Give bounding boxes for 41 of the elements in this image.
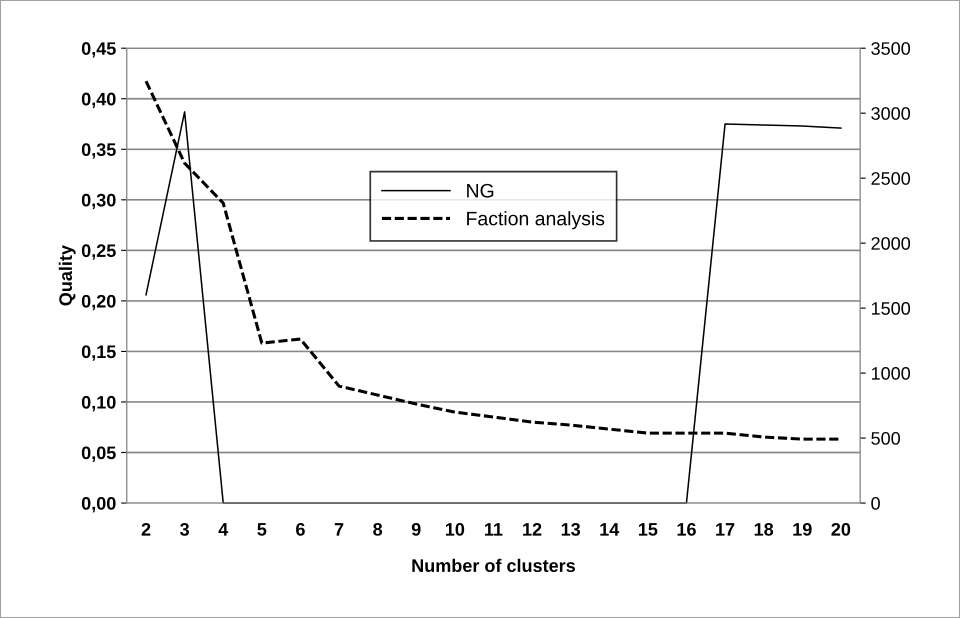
- y-tick-label: 0,05: [82, 446, 116, 462]
- x-tick-label: 9: [412, 522, 421, 536]
- x-tick-label: 15: [638, 523, 658, 536]
- x-tick-label: 10: [446, 522, 464, 536]
- y-tick-label: 0,40: [82, 92, 116, 108]
- y2-tick-label: 500: [871, 432, 900, 445]
- x-tick-label: 2: [142, 522, 150, 536]
- x-tick-label: 19: [793, 522, 812, 536]
- y2-tick-label: 3500: [871, 42, 910, 55]
- y-tick-label: 0,20: [82, 294, 116, 310]
- x-tick-label: 20: [831, 522, 850, 536]
- x-tick-label: 18: [754, 522, 774, 536]
- y-axis-title: Quality: [58, 245, 76, 306]
- y-tick-label: 0,00: [82, 496, 116, 512]
- y-tick-label: 0,10: [82, 396, 116, 412]
- x-tick-label: 11: [485, 523, 502, 536]
- legend-label: Faction analysis: [467, 211, 604, 230]
- x-tick-label: 4: [218, 523, 228, 536]
- x-axis-title: Number of clusters: [412, 558, 575, 572]
- y2-tick-label: 3000: [871, 107, 910, 120]
- y2-tick-label: 0: [871, 496, 880, 510]
- y-tick-label: 0,15: [82, 345, 116, 361]
- x-tick-label: 3: [180, 522, 189, 536]
- y2-tick-label: 1500: [872, 302, 910, 315]
- x-tick-label: 5: [257, 523, 266, 536]
- y2-tick-label: 2500: [871, 172, 910, 185]
- x-tick-label: 16: [678, 522, 696, 536]
- legend-label: NG: [467, 184, 494, 198]
- y-tick-label: 0,30: [82, 194, 116, 210]
- y-tick-label: 0,25: [82, 244, 116, 260]
- x-tick-label: 13: [562, 522, 580, 536]
- x-tick-label: 17: [716, 523, 734, 536]
- x-tick-label: 6: [296, 522, 305, 536]
- y2-tick-label: 1000: [872, 367, 910, 380]
- y-tick-label: 0,35: [82, 143, 116, 159]
- x-tick-label: 7: [334, 523, 344, 536]
- x-tick-label: 12: [523, 522, 542, 536]
- x-tick-label: 14: [600, 523, 620, 536]
- y2-tick-label: 2000: [871, 237, 910, 250]
- y-tick-label: 0,45: [82, 42, 116, 58]
- x-tick-label: 8: [373, 522, 382, 536]
